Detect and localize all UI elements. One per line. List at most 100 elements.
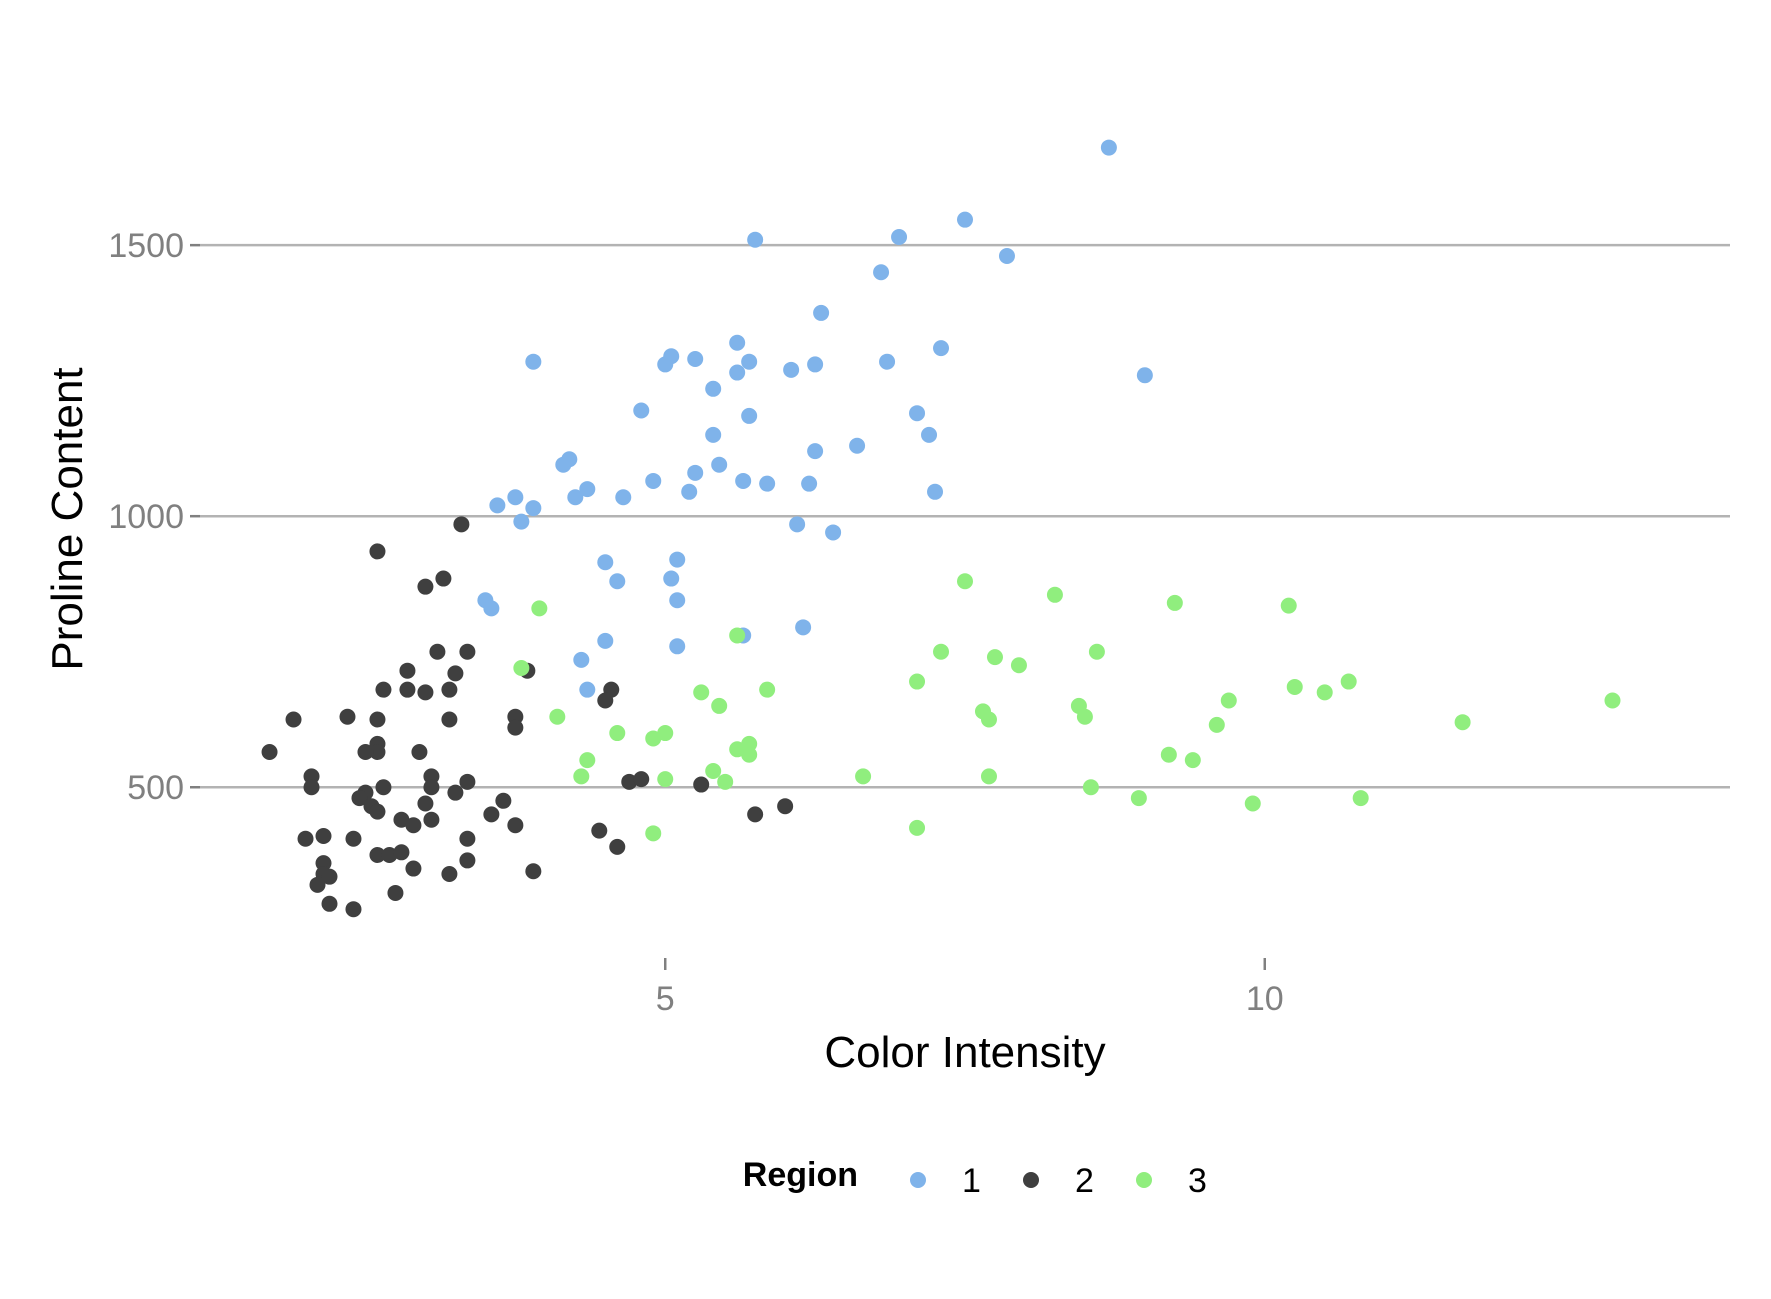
point-series-1-31 bbox=[645, 472, 662, 489]
point-series-3-35 bbox=[579, 752, 596, 769]
point-series-2-7 bbox=[447, 665, 464, 682]
point-series-3-46 bbox=[645, 825, 662, 842]
point-series-1-19 bbox=[705, 380, 722, 397]
point-series-1-43 bbox=[513, 513, 530, 530]
point-series-3-1 bbox=[1046, 586, 1063, 603]
point-series-1-41 bbox=[525, 500, 542, 517]
y-tick-label-1000: 1000 bbox=[108, 498, 184, 536]
point-series-3-38 bbox=[705, 762, 722, 779]
point-series-1-7 bbox=[729, 334, 746, 351]
point-series-3-3 bbox=[1280, 597, 1297, 614]
point-series-3-32 bbox=[741, 746, 758, 763]
point-series-1-9 bbox=[1136, 367, 1153, 384]
x-axis-title: Color Intensity bbox=[824, 1028, 1105, 1077]
point-series-1-39 bbox=[567, 489, 584, 506]
point-series-3-23 bbox=[1076, 708, 1093, 725]
point-series-1-30 bbox=[687, 464, 704, 481]
series-2 bbox=[261, 516, 794, 918]
point-series-3-30 bbox=[729, 741, 746, 758]
point-series-3-26 bbox=[1454, 714, 1471, 731]
legend-title: Region bbox=[743, 1156, 858, 1194]
point-series-3-41 bbox=[980, 768, 997, 785]
point-series-1-38 bbox=[507, 489, 524, 506]
point-series-2-53 bbox=[459, 830, 476, 847]
point-series-3-22 bbox=[980, 711, 997, 728]
point-series-2-29 bbox=[303, 779, 320, 796]
legend-label-1: 1 bbox=[962, 1162, 981, 1200]
point-series-1-45 bbox=[825, 524, 842, 541]
point-series-2-36 bbox=[495, 792, 512, 809]
legend-label-3: 3 bbox=[1188, 1162, 1207, 1200]
point-series-3-18 bbox=[1604, 692, 1621, 709]
point-series-1-37 bbox=[927, 483, 944, 500]
point-series-3-34 bbox=[1184, 752, 1201, 769]
point-series-2-28 bbox=[459, 773, 476, 790]
point-series-3-42 bbox=[1082, 779, 1099, 796]
point-series-2-54 bbox=[609, 838, 626, 855]
point-series-1-35 bbox=[579, 481, 596, 498]
point-series-3-10 bbox=[513, 659, 530, 676]
point-series-2-15 bbox=[285, 711, 302, 728]
point-series-2-25 bbox=[261, 744, 278, 761]
point-series-1-1 bbox=[957, 211, 973, 228]
point-series-1-52 bbox=[483, 600, 500, 617]
point-series-3-0 bbox=[957, 573, 973, 590]
point-series-2-3 bbox=[417, 578, 434, 595]
point-series-1-28 bbox=[555, 456, 572, 473]
points-layer bbox=[261, 139, 1621, 918]
point-series-1-40 bbox=[615, 489, 632, 506]
point-series-1-4 bbox=[998, 247, 1015, 264]
point-series-3-36 bbox=[573, 768, 590, 785]
point-series-3-43 bbox=[1130, 790, 1147, 807]
point-series-2-64 bbox=[321, 868, 338, 885]
point-series-2-41 bbox=[423, 811, 440, 828]
y-tick-label-1500: 1500 bbox=[108, 227, 184, 265]
point-series-2-24 bbox=[411, 744, 428, 761]
point-series-1-21 bbox=[909, 405, 926, 422]
point-series-2-43 bbox=[507, 817, 524, 834]
y-axis-ticks: 500 1000 1500 bbox=[108, 227, 200, 807]
point-series-2-5 bbox=[459, 643, 476, 660]
point-series-3-5 bbox=[729, 627, 746, 644]
point-series-1-34 bbox=[801, 475, 818, 492]
point-series-3-40 bbox=[855, 768, 872, 785]
point-series-2-52 bbox=[345, 830, 362, 847]
point-series-2-34 bbox=[351, 790, 368, 807]
point-series-1-10 bbox=[687, 350, 704, 367]
point-series-2-40 bbox=[393, 811, 410, 828]
point-series-1-36 bbox=[681, 483, 698, 500]
x-axis-ticks: 5 10 bbox=[656, 958, 1284, 1018]
point-series-2-62 bbox=[525, 863, 542, 880]
point-series-2-9 bbox=[375, 681, 392, 698]
point-series-1-33 bbox=[759, 475, 776, 492]
point-series-1-12 bbox=[657, 356, 674, 373]
point-series-2-17 bbox=[369, 711, 386, 728]
point-series-3-11 bbox=[909, 673, 926, 690]
point-series-1-48 bbox=[609, 573, 626, 590]
series-1 bbox=[477, 139, 1153, 698]
point-series-1-53 bbox=[795, 619, 812, 636]
point-series-3-17 bbox=[1220, 692, 1237, 709]
point-series-1-17 bbox=[807, 356, 824, 373]
point-series-2-33 bbox=[447, 784, 464, 801]
point-series-2-20 bbox=[507, 719, 524, 736]
point-series-1-32 bbox=[735, 472, 752, 489]
point-series-2-68 bbox=[345, 901, 362, 918]
legend-items: 1 2 3 bbox=[910, 1162, 1207, 1200]
point-series-2-16 bbox=[339, 708, 356, 725]
point-series-3-33 bbox=[1160, 746, 1177, 763]
point-series-1-16 bbox=[783, 361, 800, 378]
legend: Region 1 2 3 bbox=[743, 1156, 1207, 1200]
point-series-1-8 bbox=[933, 340, 950, 357]
point-series-1-25 bbox=[849, 437, 866, 454]
point-series-3-16 bbox=[1316, 684, 1333, 701]
point-series-1-58 bbox=[579, 681, 596, 698]
point-series-3-47 bbox=[909, 819, 926, 836]
point-series-3-27 bbox=[609, 725, 626, 742]
point-series-1-26 bbox=[807, 443, 824, 460]
y-axis-title: Proline Content bbox=[43, 367, 92, 670]
point-series-1-0 bbox=[1100, 139, 1117, 156]
point-series-3-14 bbox=[759, 681, 776, 698]
